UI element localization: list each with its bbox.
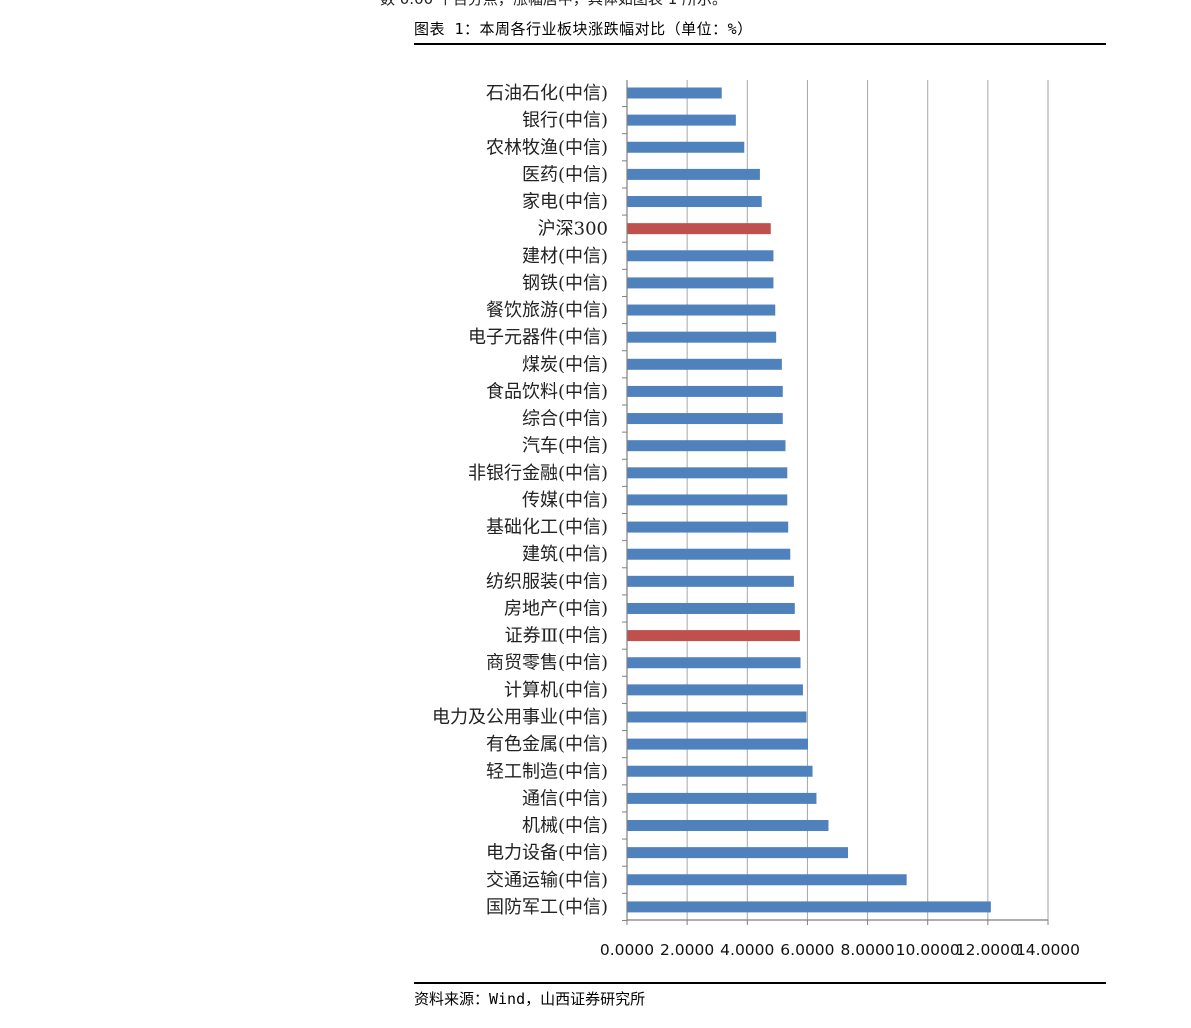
category-label: 计算机(中信) — [504, 680, 608, 701]
category-label: 国防军工(中信) — [486, 897, 608, 918]
category-label: 证券Ⅲ(中信) — [505, 626, 608, 647]
x-tick-label: 12.0000 — [956, 941, 1020, 959]
x-tick-label: 14.0000 — [1016, 941, 1080, 959]
category-label: 纺织服装(中信) — [486, 571, 608, 592]
figure-title: 图表 1：本周各行业板块涨跌幅对比（单位：%） — [414, 20, 753, 38]
bar-25 — [627, 765, 813, 777]
category-label: 医药(中信) — [522, 164, 608, 185]
axes — [622, 80, 1049, 925]
category-label: 综合(中信) — [522, 409, 608, 430]
category-label: 电力及公用事业(中信) — [432, 707, 608, 728]
category-label: 传媒(中信) — [522, 490, 608, 511]
x-tick-label: 6.0000 — [780, 941, 834, 959]
category-label: 交通运输(中信) — [486, 870, 608, 891]
bar-2 — [627, 141, 745, 153]
category-label: 基础化工(中信) — [486, 517, 608, 538]
category-label: 农林牧渔(中信) — [486, 137, 608, 158]
x-tick-label: 2.0000 — [660, 941, 714, 959]
bar-1 — [627, 114, 736, 126]
x-tick-label: 8.0000 — [840, 941, 894, 959]
bar-24 — [627, 738, 809, 750]
category-label: 机械(中信) — [522, 816, 608, 837]
bar-20 — [627, 630, 800, 642]
bar-6 — [627, 250, 774, 262]
bar-5 — [627, 223, 771, 235]
bar-8 — [627, 304, 776, 316]
category-label: 银行(中信) — [522, 110, 608, 131]
bar-21 — [627, 657, 801, 669]
category-labels: 石油石化(中信) 银行(中信) 农林牧渔(中信) 医药(中信) 家电(中信) 沪深300 建… — [432, 83, 608, 918]
bar-4 — [627, 196, 762, 208]
bar-28 — [627, 847, 849, 859]
bar-18 — [627, 575, 794, 587]
source-note: 资料来源：Wind，山西证券研究所 — [414, 990, 646, 1008]
bar-11 — [627, 385, 783, 397]
bar-29 — [627, 874, 907, 886]
category-label: 石油石化(中信) — [486, 83, 608, 104]
bar-17 — [627, 548, 791, 560]
category-label: 商贸零售(中信) — [486, 653, 608, 674]
bar-13 — [627, 440, 786, 452]
category-label: 沪深300 — [538, 219, 608, 240]
category-label: 食品饮料(中信) — [486, 381, 608, 402]
bar-10 — [627, 358, 782, 370]
category-label: 家电(中信) — [522, 192, 608, 213]
category-label: 钢铁(中信) — [522, 273, 608, 294]
bar-12 — [627, 413, 783, 425]
category-label: 电子元器件(中信) — [468, 327, 608, 348]
bars — [627, 87, 991, 913]
x-tick-label: 4.0000 — [720, 941, 774, 959]
bar-3 — [627, 168, 760, 180]
category-label: 通信(中信) — [522, 788, 608, 809]
bar-22 — [627, 684, 803, 696]
bar-27 — [627, 820, 829, 832]
bar-7 — [627, 277, 774, 289]
category-label: 汽车(中信) — [522, 436, 608, 457]
x-tick-label: 10.0000 — [896, 941, 960, 959]
previous-paragraph-fragment: 数 0.00 个百分点，涨幅居中，具体如图表 1 所示。 — [380, 0, 727, 9]
x-tick-labels: 0.0000 2.0000 4.0000 6.0000 8.0000 10.000012.… — [600, 941, 1080, 959]
bar-9 — [627, 331, 777, 343]
category-label: 餐饮旅游(中信) — [486, 300, 608, 321]
category-label: 轻工制造(中信) — [486, 761, 608, 782]
bar-19 — [627, 602, 795, 614]
bar-0 — [627, 87, 722, 99]
x-tick-label: 0.0000 — [600, 941, 654, 959]
top-rule — [414, 43, 1106, 45]
category-label: 有色金属(中信) — [486, 734, 608, 755]
bar-23 — [627, 711, 807, 723]
category-label: 非银行金融(中信) — [468, 463, 608, 484]
bottom-rule — [414, 982, 1106, 984]
bar-30 — [627, 901, 991, 913]
bar-16 — [627, 521, 789, 533]
gridlines — [686, 80, 1049, 920]
category-label: 房地产(中信) — [504, 598, 608, 619]
category-label: 电力设备(中信) — [486, 843, 608, 864]
category-label: 建筑(中信) — [522, 544, 608, 565]
bar-15 — [627, 494, 788, 506]
bar-26 — [627, 792, 817, 804]
category-label: 建材(中信) — [522, 246, 608, 267]
category-label: 煤炭(中信) — [522, 354, 608, 375]
bar-14 — [627, 467, 788, 479]
